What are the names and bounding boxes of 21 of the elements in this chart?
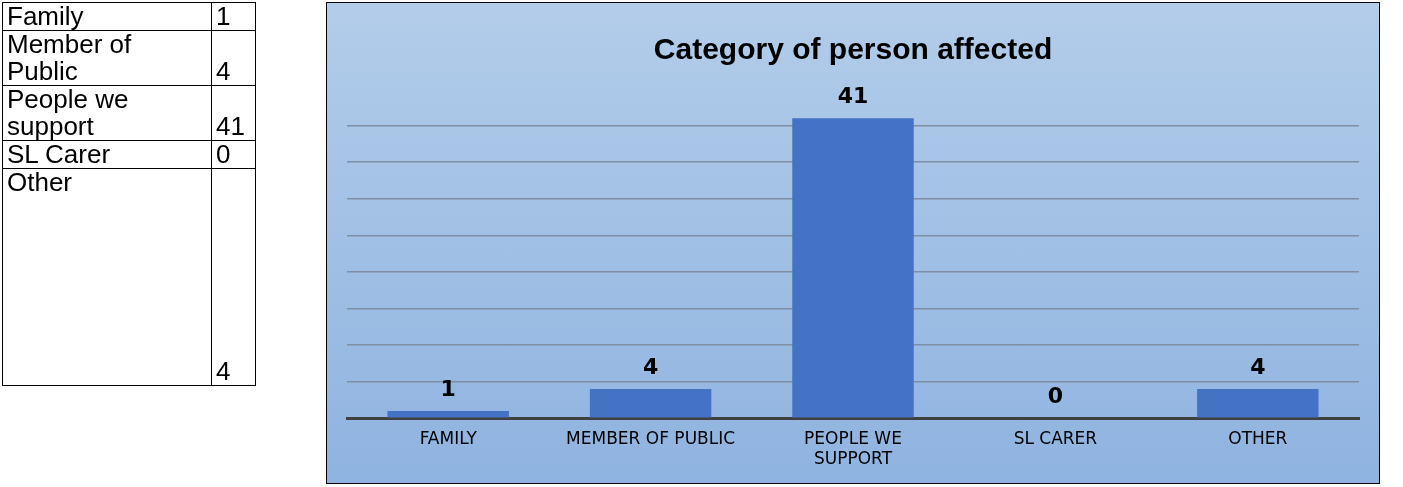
data-label: 41 [211,85,256,141]
x-tick-label: PEOPLE WE SUPPORT [804,427,902,469]
data-label: 41 [837,82,869,108]
x-tick-label: SL CARER [1013,427,1098,448]
data-label: 4 [211,168,256,386]
chart-title: Category of person affected [653,32,1053,66]
x-tick-label: FAMILY [419,427,478,448]
data-label: 0 [211,139,256,169]
data-label: 4 [1250,353,1266,379]
category-label: SL Carer [2,139,212,169]
data-label: 4 [211,30,256,86]
x-tick-label: MEMBER OF PUBLIC [566,427,736,448]
category-label: Other [2,167,212,386]
data-label: 1 [211,1,256,31]
x-tick-label: OTHER [1228,427,1288,448]
category-label: Member of Public [2,29,212,86]
data-label: 4 [642,353,659,379]
data-label: 1 [440,375,456,401]
data-label: 0 [1047,382,1064,408]
category-label: People we support [2,84,212,141]
category-label: Family [2,1,212,31]
